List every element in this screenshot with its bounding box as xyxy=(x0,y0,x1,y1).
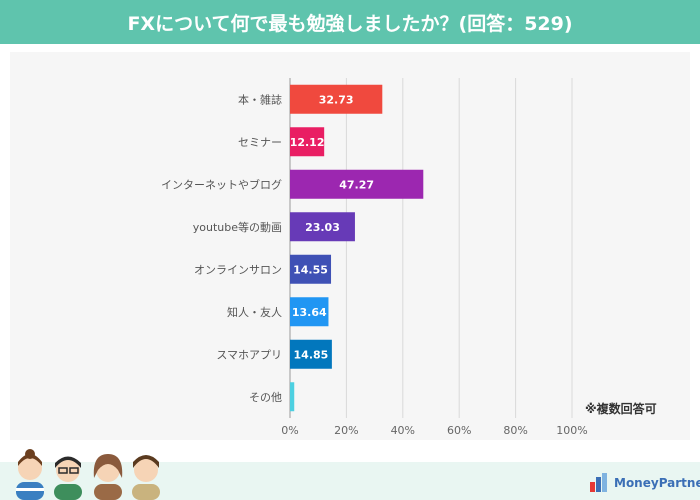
category-label: スマホアプリ xyxy=(216,348,282,361)
category-label: youtube等の動画 xyxy=(193,220,282,234)
bar-value-label: 13.64 xyxy=(292,306,327,319)
money-partners-logo: MoneyPartners xyxy=(588,470,700,496)
multiple-answers-note: ※複数回答可 xyxy=(585,402,657,416)
bar xyxy=(290,169,424,199)
bar xyxy=(290,339,332,369)
chart-title-bar: FXについて何で最も勉強しましたか？(回答：529) xyxy=(0,0,700,44)
category-label: その他 xyxy=(249,391,282,404)
x-tick-label: 20% xyxy=(334,424,358,437)
logo-text: MoneyPartners xyxy=(614,476,700,490)
bar-value-label: 32.73 xyxy=(319,93,354,106)
x-tick-label: 40% xyxy=(391,424,415,437)
bar-value-label: 47.27 xyxy=(339,178,374,191)
chart-panel xyxy=(10,52,690,440)
chart-title: FXについて何で最も勉強しましたか？(回答：529) xyxy=(127,12,573,35)
bar-value-label: 12.12 xyxy=(290,136,325,149)
x-tick-label: 100% xyxy=(556,424,587,437)
bar xyxy=(290,127,325,157)
x-tick-label: 80% xyxy=(503,424,527,437)
bar xyxy=(290,212,355,242)
bar xyxy=(290,297,329,327)
logo-mark-icon xyxy=(590,473,607,492)
category-label: 本・雑誌 xyxy=(238,92,282,106)
people-illustration xyxy=(16,449,160,500)
category-label: オンラインサロン xyxy=(194,263,282,276)
category-label: 知人・友人 xyxy=(227,305,282,319)
category-label: インターネットやブログ xyxy=(161,177,282,191)
bar-value-label: 14.85 xyxy=(294,348,329,361)
category-label: セミナー xyxy=(238,136,282,149)
bar xyxy=(290,84,383,114)
bar-value-label: 23.03 xyxy=(305,221,340,234)
x-tick-label: 0% xyxy=(281,424,298,437)
bar xyxy=(290,382,295,412)
bar-value-label: 14.55 xyxy=(293,263,328,276)
x-tick-label: 60% xyxy=(447,424,471,437)
bar xyxy=(290,254,332,284)
